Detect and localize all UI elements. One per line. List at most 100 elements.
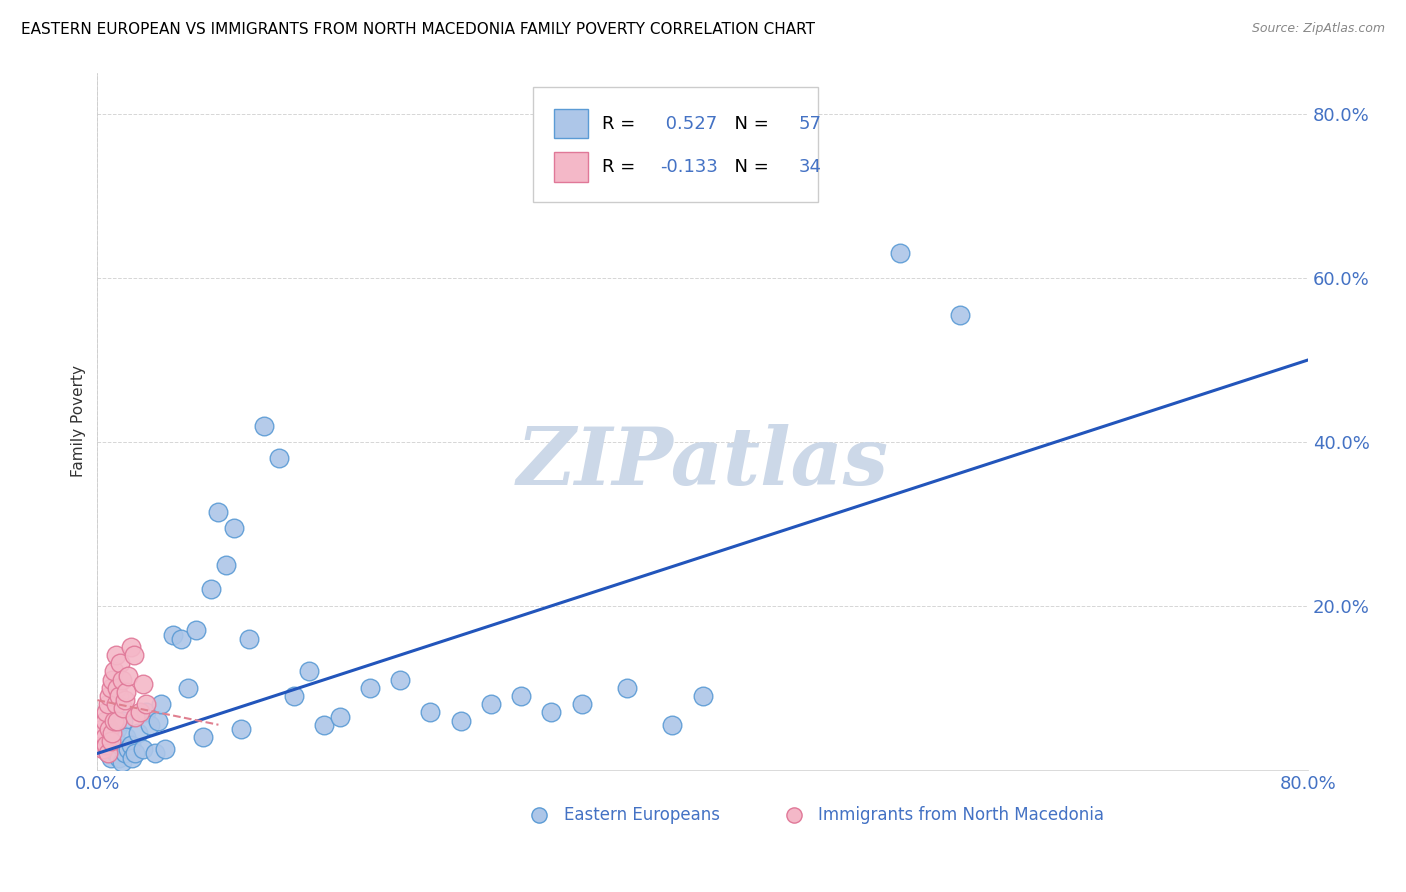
FancyBboxPatch shape [554,153,588,182]
Text: N =: N = [723,115,775,133]
Point [105,714,128,728]
Point [571,698,593,712]
Text: Immigrants from North Macedonia: Immigrants from North Macedonia [818,806,1104,824]
Point [117,668,139,682]
Text: 34: 34 [799,158,821,176]
Point [328,709,350,723]
Point [98,689,121,703]
Point [114,693,136,707]
Point [207,505,229,519]
Point [359,681,381,695]
Point [97,747,120,761]
Text: 57: 57 [799,115,821,133]
Point [103,730,125,744]
Point [169,632,191,646]
Text: ZIPatlas: ZIPatlas [516,425,889,502]
Point [97,747,120,761]
Text: EASTERN EUROPEAN VS IMMIGRANTS FROM NORTH MACEDONIA FAMILY POVERTY CORRELATION C: EASTERN EUROPEAN VS IMMIGRANTS FROM NORT… [21,22,815,37]
Point [419,706,441,720]
Point [93,742,115,756]
Point [162,627,184,641]
Point [107,750,129,764]
Point [108,738,131,752]
Point [105,722,128,736]
Point [200,582,222,597]
Point [94,742,117,756]
Point [121,750,143,764]
Point [112,714,135,728]
Point [193,730,215,744]
Point [135,706,157,720]
Point [450,714,472,728]
Point [100,734,122,748]
Point [115,730,138,744]
Point [94,730,117,744]
Point [100,681,122,695]
Point [101,742,124,756]
Point [104,698,127,712]
Point [238,632,260,646]
Point [661,717,683,731]
FancyBboxPatch shape [533,87,818,202]
Point [177,681,200,695]
Point [135,698,157,712]
Text: Source: ZipAtlas.com: Source: ZipAtlas.com [1251,22,1385,36]
Point [253,418,276,433]
Text: -0.133: -0.133 [661,158,718,176]
Point [184,624,207,638]
Point [122,648,145,662]
Text: R =: R = [602,158,641,176]
Point [112,701,135,715]
Point [128,706,150,720]
Point [389,673,412,687]
Point [139,717,162,731]
Point [101,726,124,740]
Point [115,685,138,699]
Point [101,673,124,687]
Point [616,681,638,695]
Point [132,677,155,691]
Point [132,742,155,756]
Point [103,714,125,728]
Point [889,246,911,260]
Text: Eastern Europeans: Eastern Europeans [564,806,720,824]
Point [510,689,533,703]
Point [540,706,562,720]
Point [956,816,979,830]
Point [146,714,169,728]
Point [107,689,129,703]
Point [149,698,172,712]
Point [692,689,714,703]
Point [89,734,111,748]
Point [283,689,305,703]
Point [231,722,253,736]
Point [222,521,245,535]
Point [949,308,972,322]
Point [100,750,122,764]
Y-axis label: Family Poverty: Family Poverty [72,366,86,477]
Point [104,648,127,662]
Point [124,747,146,761]
Text: R =: R = [602,115,641,133]
Point [120,640,142,654]
Point [108,657,131,671]
Point [479,698,502,712]
Point [98,734,121,748]
Point [90,722,112,736]
Point [105,681,128,695]
FancyBboxPatch shape [554,109,588,138]
Point [215,558,238,572]
Point [114,747,136,761]
Point [155,742,177,756]
Point [96,738,118,752]
Text: N =: N = [723,158,775,176]
Point [120,738,142,752]
Point [110,673,132,687]
Point [314,717,336,731]
Point [103,665,125,679]
Point [143,747,166,761]
Point [124,709,146,723]
Point [117,742,139,756]
Point [94,714,117,728]
Point [127,726,149,740]
